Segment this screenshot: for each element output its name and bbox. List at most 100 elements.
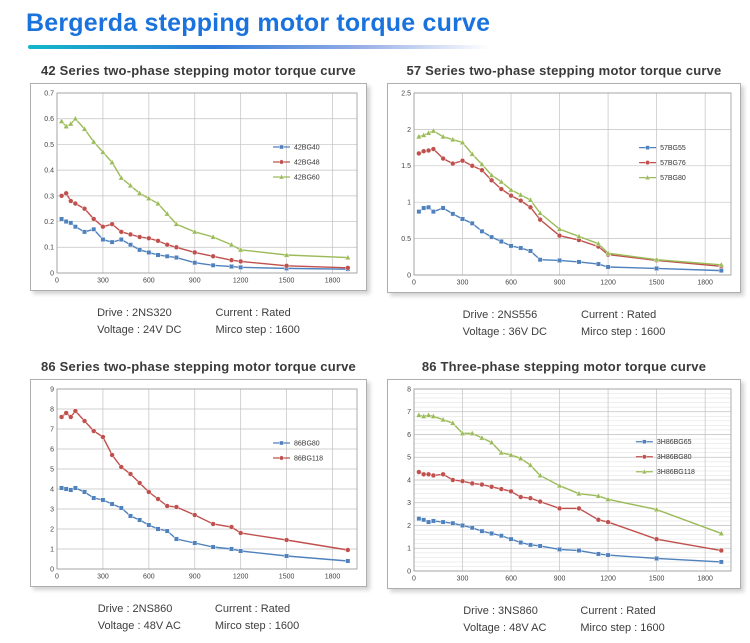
svg-text:0: 0 <box>50 566 54 573</box>
svg-text:0.1: 0.1 <box>44 245 54 252</box>
svg-text:1: 1 <box>50 546 54 553</box>
chart-legend: 42BG40 42BG48 42BG60 <box>273 144 320 181</box>
svg-text:4: 4 <box>407 477 411 484</box>
series-3H86BG80 <box>416 469 724 554</box>
svg-text:42BG48: 42BG48 <box>294 159 320 166</box>
chart-info-57-series: Drive : 2NS556 Voltage : 36V DC Current … <box>387 307 741 341</box>
svg-text:2: 2 <box>407 127 411 134</box>
svg-text:600: 600 <box>505 280 517 287</box>
series-42BG40 <box>59 216 351 272</box>
svg-text:1500: 1500 <box>649 280 665 287</box>
chart-info-86-series: Drive : 2NS860 Voltage : 48V AC Current … <box>30 601 367 635</box>
info-col-left: Drive : 2NS860 Voltage : 48V AC <box>98 601 181 635</box>
svg-text:7: 7 <box>50 426 54 433</box>
charts-grid: 42 Series two-phase stepping motor torqu… <box>0 49 750 637</box>
chart-title-86-three-phase: 86 Three-phase stepping motor torque cur… <box>421 359 707 375</box>
series-3H86BG65 <box>416 516 724 565</box>
svg-text:3H86BG65: 3H86BG65 <box>657 439 692 446</box>
info-col-right: Current : Rated Mirco step : 1600 <box>581 307 665 341</box>
voltage-info: Voltage : 24V DC <box>97 324 182 337</box>
torque-chart-42-canvas: 0 0.1 0.2 0.3 0.4 0.5 0.6 0.7 0 300 600 900 1200 1500… <box>44 90 358 285</box>
drive-info: Drive : 3NS860 <box>463 605 538 618</box>
info-col-left: Drive : 2NS556 Voltage : 36V DC <box>463 307 547 341</box>
svg-text:8: 8 <box>407 386 411 393</box>
svg-text:1500: 1500 <box>279 574 295 581</box>
svg-text:57BG80: 57BG80 <box>660 175 686 182</box>
page-title: Bergerda stepping motor torque curve <box>26 9 491 37</box>
svg-text:4: 4 <box>50 486 54 493</box>
microstep-info: Mirco step : 1600 <box>581 326 666 339</box>
svg-text:0.3: 0.3 <box>44 193 54 200</box>
chart-info-42-series: Drive : 2NS320 Voltage : 24V DC Current … <box>30 305 367 339</box>
info-col-left: Drive : 3NS860 Voltage : 48V AC <box>463 603 546 637</box>
microstep-info: Mirco step : 1600 <box>215 324 300 337</box>
svg-text:0.2: 0.2 <box>44 219 54 226</box>
svg-text:900: 900 <box>189 574 201 581</box>
svg-text:57BG55: 57BG55 <box>660 145 686 152</box>
voltage-info: Voltage : 48V AC <box>463 622 547 635</box>
svg-text:300: 300 <box>457 280 469 287</box>
chart-card-86-three-phase: 86 Three-phase stepping motor torque cur… <box>387 355 741 637</box>
svg-text:600: 600 <box>505 576 517 583</box>
svg-text:1200: 1200 <box>233 278 249 285</box>
svg-text:600: 600 <box>143 574 155 581</box>
svg-text:3: 3 <box>407 500 411 507</box>
title-accent-bar <box>28 45 490 49</box>
svg-text:1500: 1500 <box>279 278 295 285</box>
chart-box-42-series: 0 0.1 0.2 0.3 0.4 0.5 0.6 0.7 0 300 600 900 1200 1500… <box>30 83 367 291</box>
chart-title-57-series: 57 Series two-phase stepping motor torqu… <box>406 63 722 78</box>
chart-legend: 86BG80 86BG118 <box>273 440 323 462</box>
drive-info: Drive : 2NS556 <box>462 309 538 321</box>
chart-title-86-series: 86 Series two-phase stepping motor torqu… <box>41 359 356 375</box>
svg-text:1200: 1200 <box>233 574 249 581</box>
svg-text:3: 3 <box>50 506 54 513</box>
svg-text:5: 5 <box>407 455 411 462</box>
svg-text:42BG40: 42BG40 <box>294 144 320 151</box>
svg-text:86BG118: 86BG118 <box>294 455 323 462</box>
svg-text:2: 2 <box>407 523 411 530</box>
svg-text:0: 0 <box>412 576 416 583</box>
series-86BG118 <box>58 408 351 553</box>
svg-text:0.4: 0.4 <box>44 168 54 175</box>
svg-text:1500: 1500 <box>649 576 665 583</box>
series-3H86BG118 <box>415 411 725 536</box>
chart-box-86-series: 0 1 2 3 4 5 6 7 8 9 0 300 600 900 1200 1500 1800 86BG80 86… <box>30 379 367 588</box>
series-57BG55 <box>416 204 724 274</box>
svg-text:1800: 1800 <box>697 280 713 287</box>
svg-text:0: 0 <box>412 280 416 287</box>
svg-text:0.5: 0.5 <box>44 142 54 149</box>
chart-legend: 3H86BG65 3H86BG80 3H86BG118 <box>635 439 695 476</box>
svg-text:1200: 1200 <box>600 280 616 287</box>
current-info: Current : Rated <box>215 307 291 319</box>
svg-text:0: 0 <box>50 270 54 277</box>
svg-text:1: 1 <box>407 546 411 553</box>
chart-title-42-series: 42 Series two-phase stepping motor torqu… <box>41 63 356 78</box>
svg-text:1200: 1200 <box>600 576 616 583</box>
info-col-right: Current : Rated Mirco step : 1600 <box>580 603 664 637</box>
svg-text:0.6: 0.6 <box>44 116 54 123</box>
svg-text:8: 8 <box>50 406 54 413</box>
svg-text:1800: 1800 <box>325 278 341 285</box>
current-info: Current : Rated <box>214 603 291 616</box>
svg-text:3H86BG118: 3H86BG118 <box>657 469 695 476</box>
svg-text:0.7: 0.7 <box>44 90 54 97</box>
svg-text:300: 300 <box>97 278 109 285</box>
drive-info: Drive : 2NS860 <box>97 603 173 616</box>
svg-text:600: 600 <box>143 278 155 285</box>
svg-text:1.5: 1.5 <box>401 163 411 170</box>
series-57BG80 <box>415 127 725 268</box>
microstep-info: Mirco step : 1600 <box>214 620 300 633</box>
microstep-info: Mirco step : 1600 <box>580 622 665 635</box>
svg-text:1800: 1800 <box>697 576 713 583</box>
series-86BG80 <box>59 485 351 564</box>
svg-text:1800: 1800 <box>325 574 341 581</box>
svg-text:6: 6 <box>407 432 411 439</box>
svg-text:7: 7 <box>407 409 411 416</box>
svg-text:300: 300 <box>97 574 109 581</box>
info-col-right: Current : Rated Mirco step : 1600 <box>216 305 300 339</box>
series-42BG60 <box>58 115 351 260</box>
svg-text:0: 0 <box>55 574 59 581</box>
svg-text:900: 900 <box>554 280 566 287</box>
svg-text:57BG76: 57BG76 <box>660 160 686 167</box>
